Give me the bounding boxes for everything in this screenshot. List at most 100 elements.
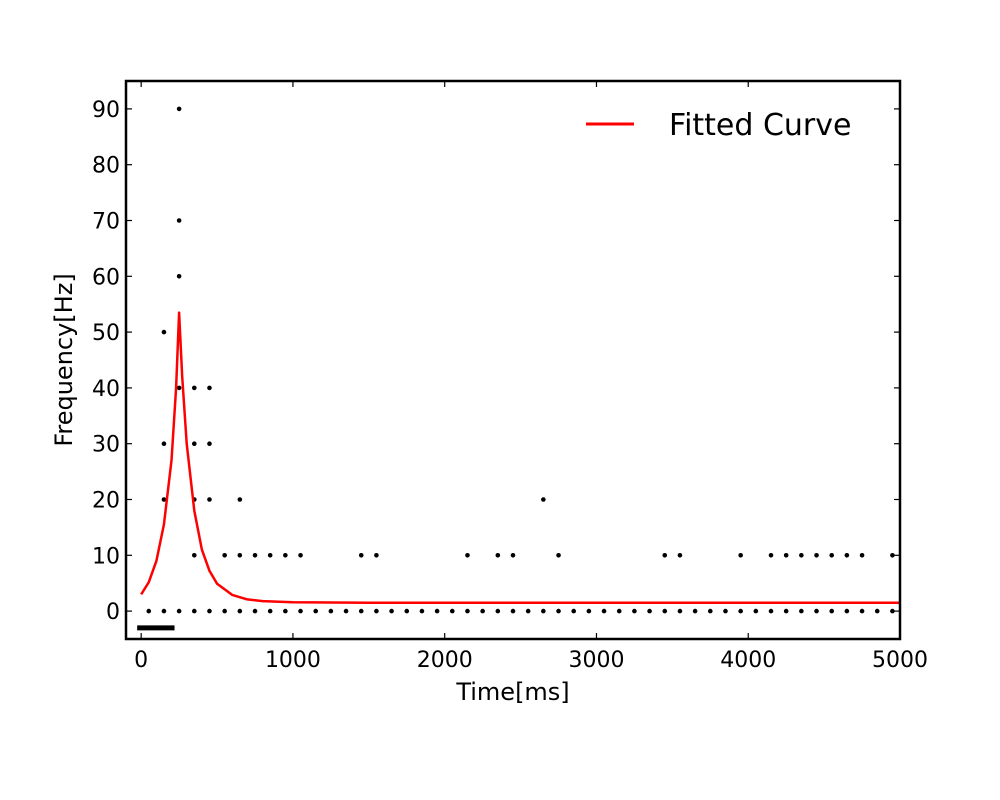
legend-label-fitted-curve: Fitted Curve — [669, 108, 851, 143]
data-point — [237, 608, 243, 614]
data-point — [632, 608, 637, 614]
data-point — [358, 608, 364, 614]
data-point — [677, 608, 683, 614]
y-tick-label: 20 — [92, 489, 120, 514]
data-point — [419, 608, 425, 614]
data-point — [374, 553, 379, 558]
x-axis-label: Time[ms] — [455, 678, 569, 706]
data-point — [738, 553, 743, 558]
data-point — [374, 608, 379, 614]
data-point — [677, 553, 683, 558]
data-point — [161, 441, 167, 447]
axis-ticks: 0 1000 2000 3000 4000 5000 0 10 20 30 40 50 60 70 80 90 — [92, 81, 928, 673]
data-point — [601, 608, 607, 614]
data-point — [449, 608, 455, 614]
x-tick-label: 2000 — [417, 648, 473, 673]
data-point — [207, 385, 212, 391]
y-tick-label: 70 — [92, 210, 120, 235]
x-tick-label: 3000 — [568, 648, 624, 673]
data-point — [146, 608, 152, 614]
data-point — [556, 608, 561, 614]
y-tick-label: 40 — [92, 377, 120, 402]
data-point — [237, 497, 243, 502]
data-point — [829, 553, 835, 558]
data-point — [510, 553, 516, 558]
data-point — [799, 608, 804, 614]
data-point — [298, 608, 303, 614]
data-point — [814, 608, 819, 614]
data-point — [510, 608, 516, 614]
data-point — [571, 608, 577, 614]
fitted-curve-line — [140, 311, 900, 604]
x-tick-label: 1000 — [265, 648, 321, 673]
plot-frame — [124, 79, 902, 641]
data-point — [541, 497, 546, 502]
data-point — [176, 274, 182, 279]
data-point — [465, 608, 470, 614]
data-point — [859, 553, 865, 558]
data-point — [541, 608, 546, 614]
data-point — [313, 608, 319, 614]
data-point — [480, 608, 485, 614]
data-point — [343, 608, 349, 614]
data-point — [237, 553, 243, 558]
data-point — [267, 553, 273, 558]
data-point — [176, 106, 182, 112]
data-point — [753, 608, 759, 614]
data-point — [707, 608, 713, 614]
data-point — [434, 608, 440, 614]
data-point — [298, 553, 303, 558]
data-point — [525, 608, 531, 614]
data-point — [191, 385, 197, 391]
y-tick-label: 90 — [92, 98, 120, 123]
data-point — [176, 608, 182, 614]
data-point — [556, 553, 561, 558]
data-point — [358, 553, 364, 558]
legend-background — [570, 98, 890, 154]
data-point — [768, 608, 774, 614]
data-point — [161, 497, 167, 502]
data-point — [890, 553, 895, 558]
data-point — [283, 608, 288, 614]
data-point — [829, 608, 835, 614]
data-point — [662, 608, 668, 614]
y-tick-label: 0 — [106, 600, 120, 625]
data-point — [191, 553, 197, 558]
data-point — [844, 553, 850, 558]
data-point — [662, 553, 668, 558]
data-point — [191, 441, 197, 447]
data-point — [161, 608, 167, 614]
data-point — [647, 608, 652, 614]
data-point — [844, 608, 850, 614]
data-point — [783, 553, 789, 558]
plot-area — [137, 106, 900, 631]
data-point — [874, 608, 880, 614]
data-point — [191, 608, 197, 614]
data-point — [267, 608, 273, 614]
data-point — [783, 608, 789, 614]
data-point — [176, 385, 182, 391]
y-tick-label: 50 — [92, 321, 120, 346]
data-point — [692, 608, 698, 614]
data-point — [252, 608, 258, 614]
data-point — [404, 608, 410, 614]
data-point — [859, 608, 865, 614]
legend: Fitted Curve — [570, 98, 890, 154]
x-tick-label: 4000 — [720, 648, 776, 673]
x-tick-label: 0 — [134, 648, 148, 673]
data-point — [465, 553, 470, 558]
data-point — [814, 553, 819, 558]
data-point — [222, 608, 227, 614]
y-tick-label: 30 — [92, 433, 120, 458]
data-point — [586, 608, 592, 614]
data-point — [283, 553, 288, 558]
data-point — [161, 329, 167, 335]
data-point — [495, 553, 501, 558]
data-point — [616, 608, 622, 614]
y-axis-label: Frequency[Hz] — [50, 273, 78, 446]
y-tick-label: 80 — [92, 154, 120, 179]
data-point — [890, 608, 895, 614]
x-tick-label: 5000 — [872, 648, 928, 673]
data-point — [495, 608, 501, 614]
